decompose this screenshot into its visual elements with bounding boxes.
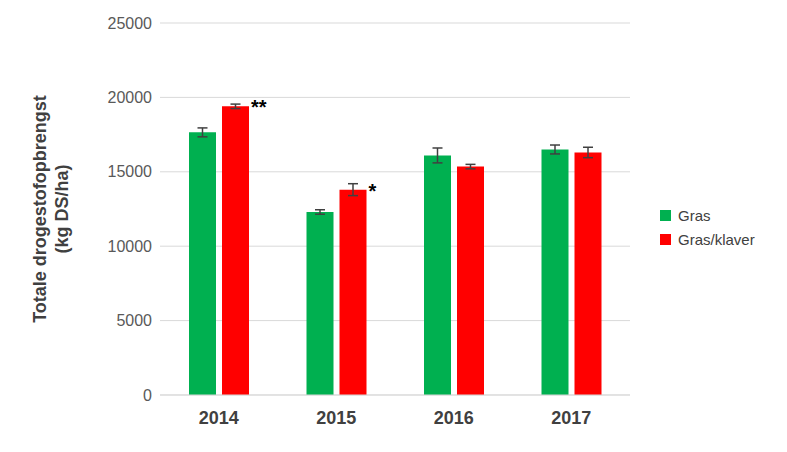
svg-text:**: ** — [251, 96, 267, 118]
svg-text:*: * — [369, 180, 377, 202]
html-text:Gras: Gras — [678, 206, 711, 224]
svg-text:2015: 2015 — [316, 408, 356, 428]
svg-text:2017: 2017 — [551, 408, 591, 428]
svg-text:2016: 2016 — [434, 408, 474, 428]
svg-text:20000: 20000 — [108, 89, 153, 106]
svg-text:25000: 25000 — [108, 15, 153, 32]
svg-text:15000: 15000 — [108, 163, 153, 180]
html-text:Gras/klaver: Gras/klaver — [678, 230, 755, 248]
svg-text:10000: 10000 — [108, 238, 153, 255]
svg-text:0: 0 — [143, 387, 152, 404]
svg-text:5000: 5000 — [116, 312, 152, 329]
svg-text:2014: 2014 — [199, 408, 239, 428]
svg-text:Totale drogestofopbrengst(kg D: Totale drogestofopbrengst(kg DS/ha) — [30, 95, 72, 323]
